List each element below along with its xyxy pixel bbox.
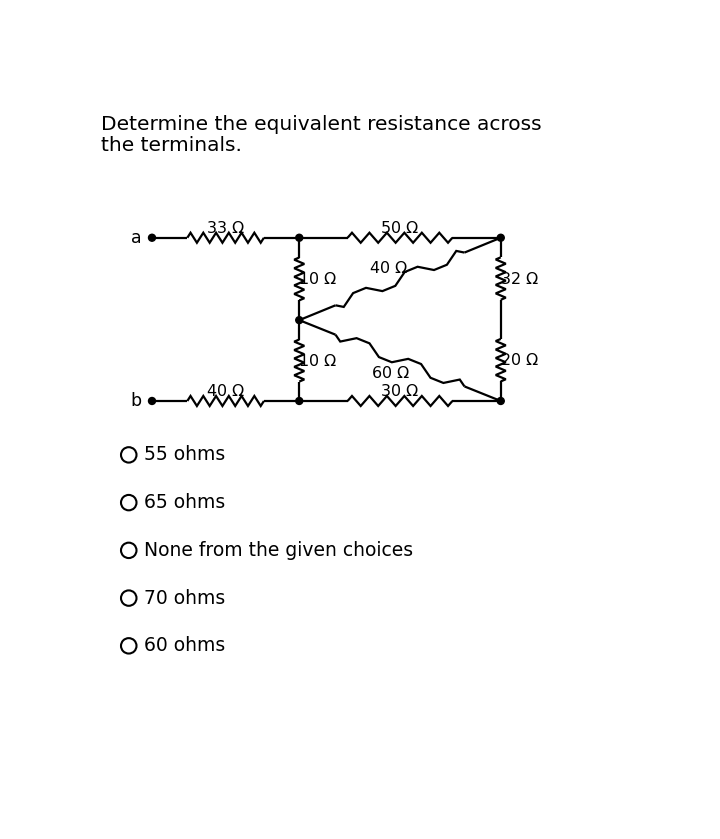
Circle shape [296,316,302,324]
Text: 65 ohms: 65 ohms [144,493,225,512]
Text: 55 ohms: 55 ohms [144,446,225,464]
Circle shape [148,234,156,241]
Text: 10 $\Omega$: 10 $\Omega$ [298,352,338,368]
Text: 70 ohms: 70 ohms [144,589,225,607]
Text: 20 $\Omega$: 20 $\Omega$ [500,352,539,368]
Text: 50 $\Omega$: 50 $\Omega$ [380,220,420,236]
Text: a: a [130,229,141,247]
Circle shape [498,234,504,241]
Text: 30 $\Omega$: 30 $\Omega$ [380,383,420,399]
Text: 33 $\Omega$: 33 $\Omega$ [206,220,246,236]
Text: Determine the equivalent resistance across: Determine the equivalent resistance acro… [101,115,541,133]
Circle shape [498,398,504,404]
Text: the terminals.: the terminals. [101,136,242,155]
Circle shape [296,234,302,241]
Text: b: b [130,392,141,410]
Text: None from the given choices: None from the given choices [144,541,413,560]
Text: 40 $\Omega$: 40 $\Omega$ [369,260,408,276]
Text: 60 ohms: 60 ohms [144,636,225,655]
Circle shape [148,398,156,404]
Text: 60 $\Omega$: 60 $\Omega$ [372,365,410,381]
Circle shape [296,398,302,404]
Text: 40 $\Omega$: 40 $\Omega$ [206,383,246,399]
Text: 10 $\Omega$: 10 $\Omega$ [298,271,338,287]
Text: 32 $\Omega$: 32 $\Omega$ [500,270,539,287]
